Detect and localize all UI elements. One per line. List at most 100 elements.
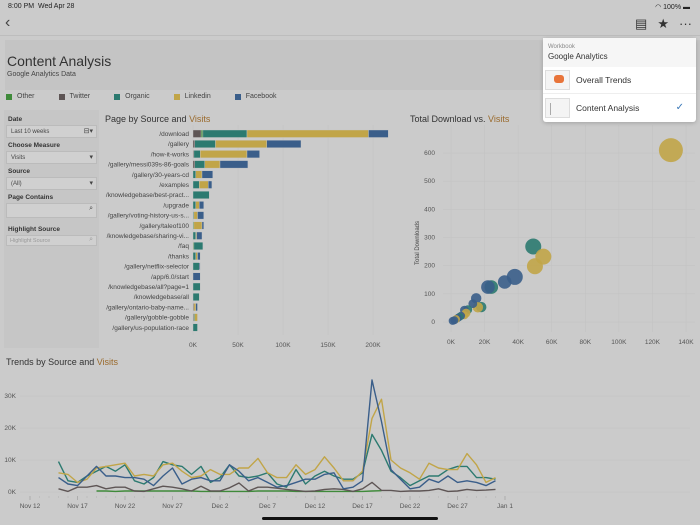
scatter-point-facebook [448, 316, 457, 325]
category-label: /gallery/messi039s-86-goals [108, 162, 190, 169]
star-icon[interactable]: ★ [657, 16, 669, 31]
legend-item-organic[interactable]: Organic [114, 93, 150, 100]
x-tick-label: 100K [611, 339, 627, 346]
scatter-point-organic [525, 238, 542, 255]
page-contains-input[interactable]: ⌕ [6, 203, 97, 218]
bar-linkedin [194, 313, 198, 322]
status-battery: ◠ 100% ▬ [655, 4, 690, 11]
bar-organic [192, 323, 198, 332]
bar-facebook [197, 252, 201, 261]
bar-facebook [219, 160, 249, 169]
y-tick-label: 400 [424, 206, 435, 213]
line-linkedin [58, 398, 496, 484]
category-label: /gallery/netflix-selector [124, 264, 189, 271]
legend-label: Linkedin [184, 93, 211, 100]
category-label: /faq [178, 243, 189, 250]
category-label: /knowledgebase/best-pract... [106, 192, 189, 199]
x-tick-label: 150K [320, 342, 336, 349]
bar-facebook [246, 150, 260, 159]
legend-item-other[interactable]: Other [6, 93, 35, 100]
chevron-left-icon[interactable]: ‹ [5, 14, 11, 31]
y-tick-label: 300 [424, 235, 435, 242]
page-subtitle: Google Analytics Data [7, 71, 76, 78]
y-tick-label: 30K [4, 393, 16, 400]
measure-dropdown[interactable]: Visits ▾ [6, 151, 97, 164]
x-tick-label: 60K [546, 339, 558, 346]
scatter-point-linkedin [658, 138, 683, 163]
bar-organic [192, 190, 210, 199]
bar-twitter [192, 129, 202, 138]
x-tick-label: 0K [189, 342, 198, 349]
scatter-point-facebook [481, 280, 495, 294]
x-tick-label: 120K [645, 339, 661, 346]
bar-organic [192, 262, 200, 271]
bar-facebook [266, 139, 302, 148]
legend-item-facebook[interactable]: Facebook [234, 93, 277, 100]
legend-swatch [234, 93, 241, 100]
calendar-icon: ⊟▾ [83, 128, 93, 135]
more-icon[interactable]: ··· [679, 16, 692, 31]
scatter-point-linkedin [526, 258, 543, 275]
date-label: Date [8, 116, 23, 123]
color-legend: Other Twitter Organic Linkedin Facebook [6, 93, 300, 100]
y-tick-label: 100 [424, 291, 435, 298]
bar-facebook [201, 170, 214, 179]
legend-item-twitter[interactable]: Twitter [58, 93, 90, 100]
bar-facebook [208, 180, 213, 189]
category-label: /knowledgebase/sharing-vi... [107, 233, 190, 240]
x-tick-label: Jan 1 [497, 503, 513, 510]
nav-bar: ‹ ▤ ★ ··· [0, 14, 700, 36]
page-contains-label: Page Contains [8, 194, 54, 201]
x-tick-label: 140K [678, 339, 694, 346]
bar-organic [194, 139, 216, 148]
y-tick-label: 200 [424, 263, 435, 270]
sheet-thumbnail [545, 97, 570, 118]
sheet-thumbnail [545, 70, 570, 90]
scatter-point-facebook [468, 299, 478, 309]
bar-linkedin [195, 201, 200, 210]
bar-facebook [197, 211, 205, 220]
line-organic [57, 433, 496, 488]
category-label: /gallery/taleof100 [139, 223, 189, 230]
x-tick-label: Dec 22 [400, 503, 421, 510]
legend-label: Facebook [245, 93, 277, 100]
category-label: /gallery/us-population-race [112, 325, 189, 332]
legend-swatch [114, 93, 121, 100]
bar-organic [202, 129, 248, 138]
bar-organic [192, 180, 200, 189]
x-tick-label: Nov 12 [20, 503, 41, 510]
sheets-icon[interactable]: ▤ [635, 16, 648, 31]
bar-facebook [368, 129, 389, 138]
source-dropdown[interactable]: (All) ▾ [6, 177, 97, 190]
wifi-icon: ◠ [655, 4, 662, 11]
legend-swatch [58, 93, 65, 100]
bar-organic [192, 292, 200, 301]
x-tick-label: 40K [512, 339, 524, 346]
sheet-item-content-analysis[interactable]: Content Analysis ✓ [543, 94, 696, 121]
bar-facebook [201, 221, 204, 230]
legend-label: Other [17, 93, 35, 100]
bar-linkedin [195, 170, 203, 179]
bar-linkedin [193, 221, 203, 230]
battery-icon: ▬ [683, 4, 690, 11]
category-label: /knowledgebase/all [134, 294, 190, 301]
bar-linkedin [193, 211, 198, 220]
bar-other [200, 129, 204, 138]
highlight-source-input[interactable]: Highlight Source ⌕ [6, 235, 97, 246]
page-title: Content Analysis [7, 53, 112, 69]
date-filter[interactable]: Last 10 weeks ⊟▾ [6, 125, 97, 138]
popover-section-label: Workbook [548, 44, 575, 50]
chevron-down-icon: ▾ [89, 180, 93, 187]
category-label: /upgrade [163, 202, 189, 209]
scatter-chart: 0K 20K 40K 60K 80K 100K 120K 140K 0 100 200 300 400 5… [415, 125, 695, 346]
sheet-item-overall-trends[interactable]: Overall Trends [543, 67, 696, 94]
bar-facebook [192, 272, 201, 281]
legend-label: Organic [125, 93, 150, 100]
source-label: Source [8, 168, 31, 175]
bar-linkedin [215, 139, 267, 148]
bar-linkedin [199, 180, 209, 189]
legend-item-linkedin[interactable]: Linkedin [173, 93, 211, 100]
bar-organic [193, 150, 201, 159]
bar-linkedin [204, 160, 221, 169]
line-chart: 0K 10K 20K 30K Nov 12 Nov 17 Nov 22 Nov 27 Dec 2… [4, 379, 690, 510]
